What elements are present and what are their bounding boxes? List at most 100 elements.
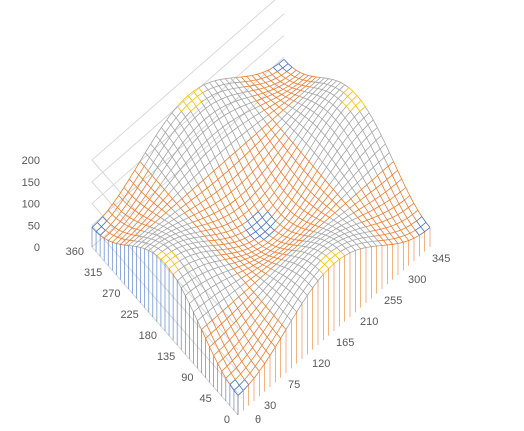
surface-segment	[169, 137, 174, 144]
surface-segment	[288, 302, 293, 308]
surface-segment	[346, 100, 352, 107]
surface-segment	[101, 226, 106, 231]
surface-segment	[335, 87, 340, 91]
surface-segment	[355, 143, 362, 150]
surface-segment	[139, 161, 145, 167]
surface-segment	[298, 235, 305, 241]
surface-segment	[277, 311, 284, 321]
surface-segment	[256, 245, 263, 250]
surface-segment	[227, 247, 234, 250]
surface-segment	[187, 221, 193, 225]
surface-segment	[224, 83, 230, 85]
surface-segment	[196, 276, 202, 284]
surface-segment	[265, 253, 270, 257]
surface-segment	[139, 235, 144, 238]
surface-segment	[106, 220, 112, 225]
surface-segment	[361, 184, 368, 190]
surface-segment	[236, 367, 241, 375]
surface-segment	[256, 345, 263, 354]
surface-segment	[299, 199, 306, 208]
surface-segment	[248, 158, 255, 165]
surface-segment	[305, 106, 311, 110]
surface-segment	[346, 142, 353, 150]
surface-segment	[239, 321, 247, 329]
surface-segment	[246, 308, 252, 316]
surface-segment	[341, 193, 348, 200]
surface-segment	[322, 245, 328, 249]
surface-segment	[205, 338, 210, 348]
surface-segment	[187, 95, 193, 101]
surface-segment	[297, 290, 304, 300]
surface-segment	[245, 104, 251, 111]
surface-segment	[338, 137, 343, 144]
surface-segment	[294, 276, 301, 284]
surface-segment	[392, 217, 397, 225]
surface-segment	[300, 246, 306, 252]
surface-segment	[142, 209, 149, 217]
surface-segment	[279, 177, 286, 186]
surface-segment	[356, 223, 361, 229]
surface-segment	[241, 308, 248, 316]
surface-segment	[331, 150, 338, 160]
surface-segment	[191, 100, 197, 107]
surface-segment	[278, 139, 284, 146]
surface-segment	[161, 164, 168, 173]
surface-segment	[186, 100, 193, 106]
surface-segment	[148, 227, 155, 233]
surface-segment	[147, 202, 155, 210]
surface-segment	[283, 59, 289, 64]
surface-segment	[274, 128, 281, 136]
surface-segment	[265, 298, 272, 307]
surface-segment	[333, 258, 340, 264]
surface-segment	[301, 245, 306, 248]
surface-segment	[315, 175, 322, 185]
surface-segment	[224, 161, 229, 171]
surface-segment	[206, 319, 213, 326]
surface-segment	[359, 200, 365, 207]
surface-segment	[304, 156, 310, 162]
surface-segment	[137, 241, 142, 243]
surface-segment	[181, 111, 186, 118]
surface-segment	[181, 198, 187, 205]
surface-segment	[218, 161, 225, 167]
surface-segment	[208, 239, 215, 242]
y-tick-label: 0	[224, 414, 230, 426]
surface-segment	[208, 170, 215, 176]
surface-segment	[244, 327, 251, 335]
surface-segment	[286, 199, 293, 208]
surface-segment	[213, 210, 220, 214]
surface-segment	[352, 123, 359, 130]
surface-segment	[201, 246, 207, 252]
surface-segment	[226, 313, 233, 319]
surface-segment	[290, 69, 297, 75]
surface-segment	[258, 113, 264, 120]
surface-segment	[320, 255, 327, 261]
x-tick-label: 345	[432, 253, 450, 265]
surface-segment	[296, 303, 303, 313]
surface-segment	[290, 92, 296, 96]
surface-segment	[159, 132, 166, 141]
surface-segment	[204, 206, 211, 210]
surface-segment	[348, 169, 354, 177]
surface-segment	[301, 84, 306, 87]
surface-segment	[139, 195, 146, 204]
surface-segment	[273, 106, 280, 112]
surface-segment	[280, 294, 285, 300]
surface-segment	[190, 195, 197, 201]
surface-segment	[164, 258, 171, 264]
surface-segment	[166, 251, 172, 256]
surface-segment	[284, 126, 291, 134]
surface-segment	[251, 302, 257, 309]
surface-segment	[281, 259, 286, 261]
surface-segment	[300, 113, 305, 117]
surface-segment	[164, 238, 170, 242]
surface-segment	[342, 143, 347, 150]
surface-segment	[124, 239, 131, 246]
surface-segment	[382, 165, 389, 172]
surface-segment	[134, 161, 141, 171]
surface-segment	[241, 274, 247, 279]
surface-segment	[265, 305, 271, 312]
surface-segment	[187, 242, 193, 245]
surface-segment	[286, 236, 291, 239]
surface-segment	[189, 209, 195, 216]
